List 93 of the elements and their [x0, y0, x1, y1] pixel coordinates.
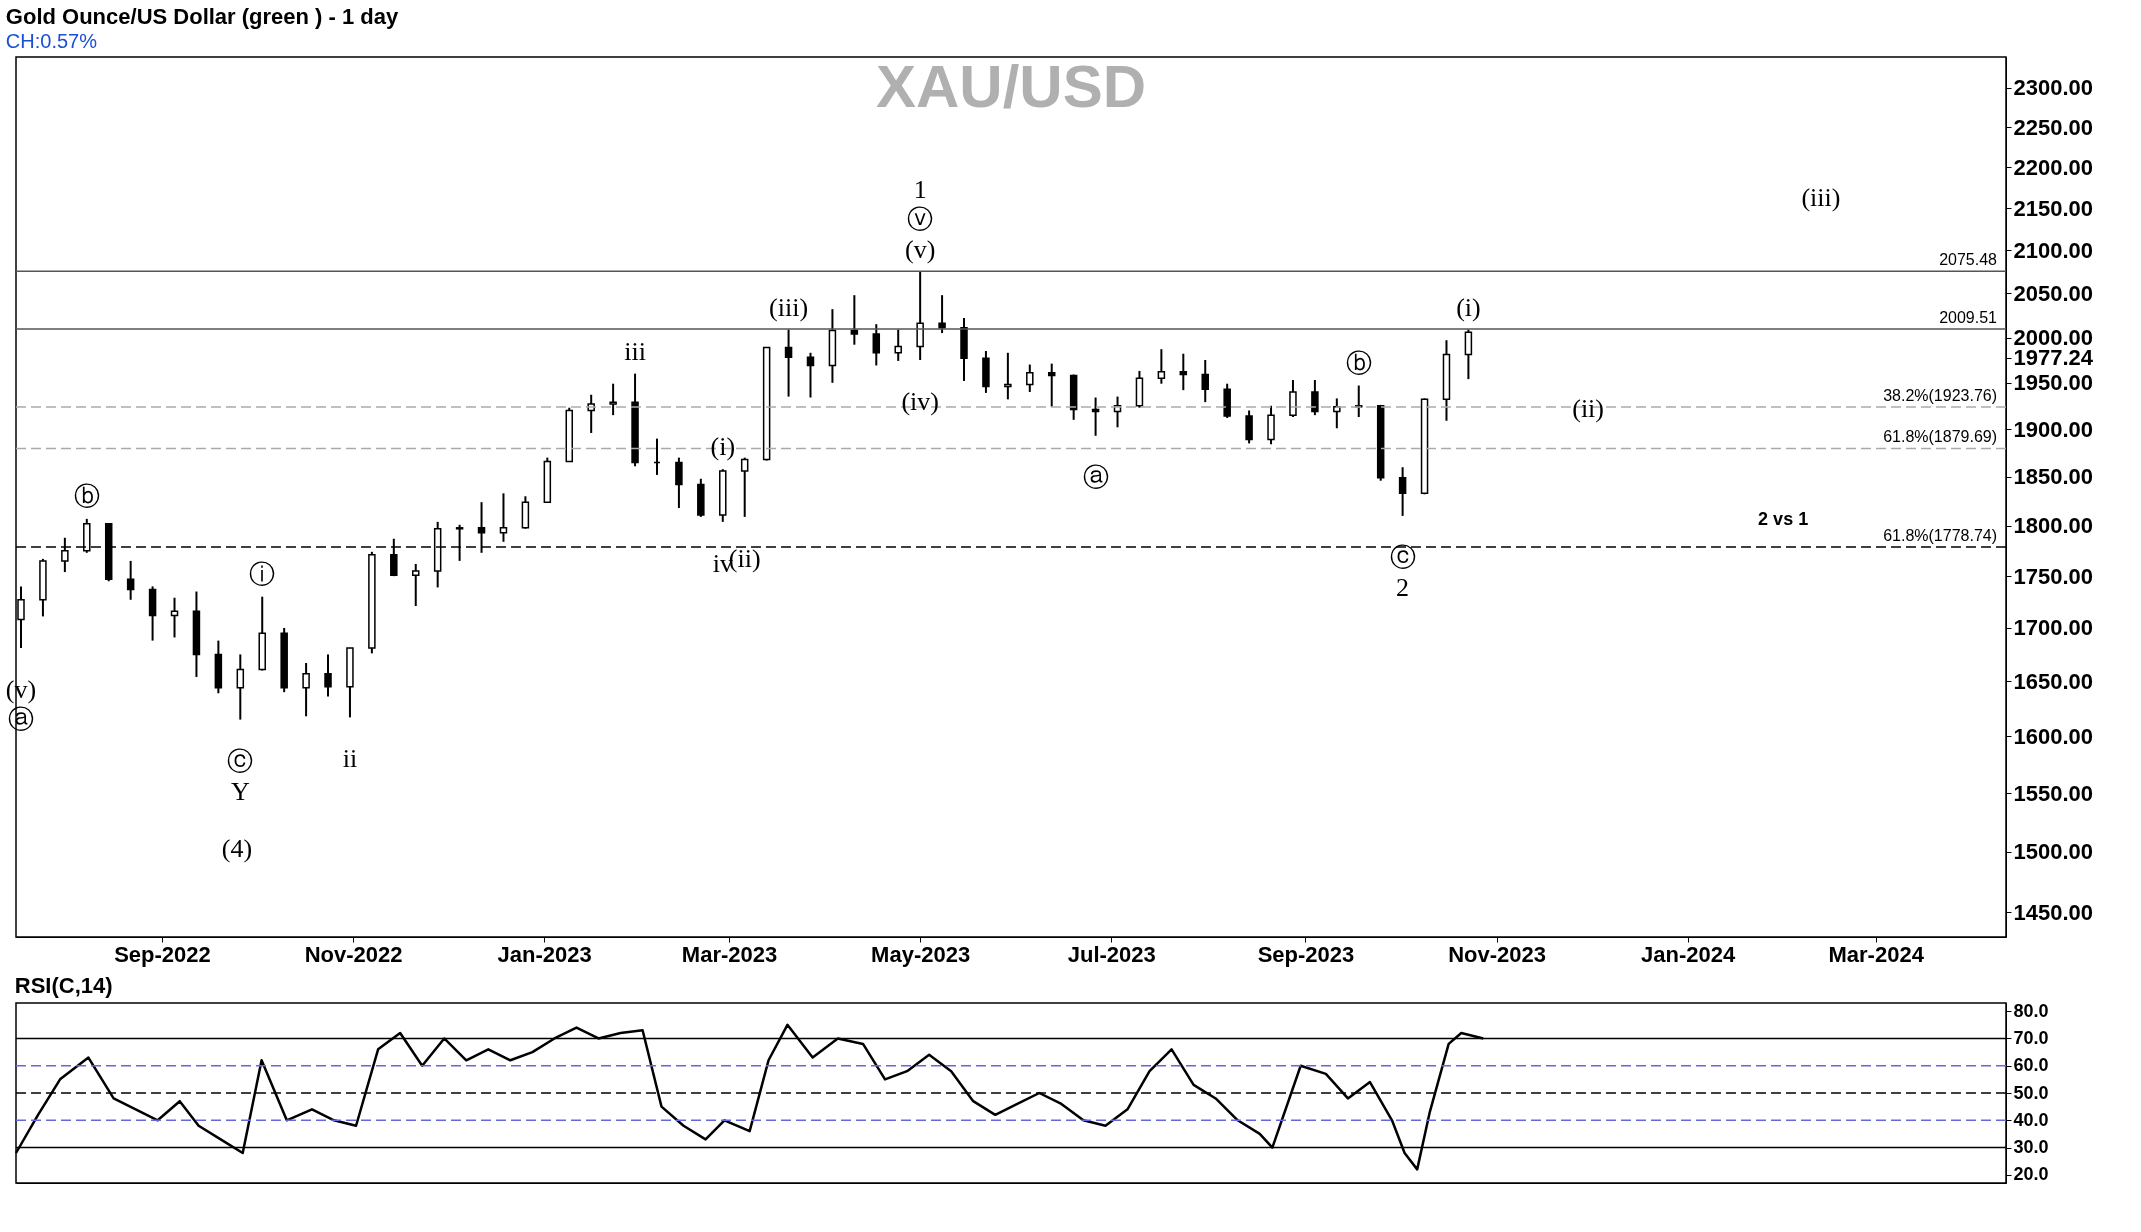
y-tick-label: 1500.00 — [2013, 839, 2094, 865]
x-tick-label: Jul-2023 — [1067, 941, 1156, 967]
candlestick — [1004, 351, 1012, 401]
candlestick — [784, 328, 793, 398]
chart-title: RSI(C,14) — [14, 973, 113, 999]
y-tick-label: 1800.00 — [2013, 513, 2094, 539]
annotation: ii — [342, 744, 358, 774]
annotation: (i) — [1456, 292, 1481, 322]
annotation: (v) — [904, 234, 936, 264]
annotation: ⓑ — [1345, 348, 1372, 378]
y-tick-label: 1900.00 — [2013, 416, 2094, 442]
annotation: ⓒ — [227, 746, 254, 776]
annotation: ⓒ — [1389, 542, 1416, 572]
y-tick-label: 2150.00 — [2013, 195, 2094, 221]
y-tick-label: 2250.00 — [2013, 114, 2094, 140]
ref-line-label: 61.8%(1778.74) — [1883, 527, 1997, 545]
y-tick-label: 1750.00 — [2013, 563, 2094, 589]
candlestick — [894, 328, 902, 362]
candlestick — [1398, 466, 1407, 517]
y-tick-label: 70.0 — [2013, 1027, 2049, 1048]
ref-line-label: 61.8%(1879.69) — [1883, 428, 1997, 446]
annotation: (4) — [221, 834, 253, 863]
candlestick — [1464, 328, 1473, 381]
annotation: (iii) — [769, 292, 809, 322]
y-tick-label: 60.0 — [2013, 1055, 2049, 1076]
y-tick-label: 1450.00 — [2013, 899, 2094, 925]
annotation: (iv) — [901, 387, 939, 417]
y-tick-label: 1700.00 — [2013, 615, 2094, 641]
candlestick — [412, 562, 420, 608]
candlestick — [236, 653, 245, 721]
annotation: iii — [624, 336, 646, 366]
y-tick-label: 40.0 — [2013, 1109, 2049, 1130]
annotation: ⓘ — [249, 559, 276, 589]
candlestick — [324, 653, 332, 698]
annotation: 2 — [1396, 572, 1410, 602]
candlestick — [170, 596, 179, 639]
candlestick — [872, 323, 881, 367]
candlestick — [675, 456, 683, 510]
candlestick — [1047, 362, 1056, 408]
candlestick — [499, 492, 508, 543]
ref-line-label: 2075.48 — [1939, 251, 1998, 269]
chart-subtitle: CH:0.57% — [5, 30, 98, 52]
candlestick — [850, 294, 859, 346]
y-tick-label: 2100.00 — [2013, 237, 2094, 263]
candlestick — [1311, 379, 1319, 417]
candlestick — [1289, 379, 1297, 419]
candlestick — [1026, 363, 1034, 393]
chart-title: Gold Ounce/US Dollar (green ) - 1 day — [5, 4, 400, 29]
y-tick-label: 80.0 — [2013, 1000, 2049, 1021]
y-tick-label: 20.0 — [2013, 1164, 2049, 1185]
y-tick-label: 1550.00 — [2013, 780, 2094, 806]
candlestick — [916, 270, 924, 362]
y-tick-label: 1650.00 — [2013, 668, 2094, 694]
candlestick — [1245, 409, 1253, 445]
x-tick-label: Nov-2022 — [304, 941, 403, 967]
x-tick-label: Sep-2023 — [1257, 941, 1355, 967]
candlestick — [302, 661, 310, 718]
annotation: Y — [230, 776, 250, 806]
x-tick-label: Nov-2023 — [1448, 941, 1547, 967]
annotation: (i) — [710, 432, 736, 462]
x-tick-label: Jan-2023 — [497, 941, 592, 967]
candlestick — [609, 382, 617, 417]
candlestick — [938, 294, 946, 335]
y-tick-label: 30.0 — [2013, 1137, 2049, 1158]
candlestick — [806, 351, 815, 399]
candlestick — [1179, 352, 1188, 392]
y-tick-label: 50.0 — [2013, 1082, 2049, 1103]
candlestick — [1201, 359, 1209, 404]
annotation: ⓐ — [1082, 462, 1109, 492]
x-tick-label: Jan-2024 — [1641, 941, 1737, 967]
candlestick — [1157, 348, 1166, 385]
candlestick — [740, 456, 749, 518]
annotation: ⓑ — [73, 481, 100, 511]
y-tick-label: 1600.00 — [2013, 723, 2094, 749]
x-tick-label: May-2023 — [871, 941, 971, 967]
y-tick-label: 1850.00 — [2013, 464, 2094, 490]
annotation: ⓥ — [907, 204, 934, 234]
y-tick-label: 2050.00 — [2013, 280, 2094, 306]
y-tick-label: 2200.00 — [2013, 154, 2094, 180]
y-tick-label: 1950.00 — [2013, 370, 2094, 396]
y-tick-label: 2300.00 — [2013, 75, 2094, 101]
annotation: 2 vs 1 — [1758, 508, 1809, 529]
ref-line-label: 2009.51 — [1939, 309, 1998, 327]
annotation: 1 — [913, 174, 927, 204]
annotation: (iii) — [1801, 182, 1841, 212]
annotation: XAU/USD — [875, 52, 1147, 120]
x-tick-label: Sep-2022 — [114, 941, 211, 967]
candlestick — [1091, 396, 1100, 437]
annotation: (ii) — [1572, 394, 1604, 423]
candlestick — [126, 559, 135, 601]
x-tick-label: Mar-2023 — [681, 941, 778, 967]
x-tick-label: Mar-2024 — [1828, 941, 1925, 967]
ref-line-label: 38.2%(1923.76) — [1883, 387, 1997, 404]
